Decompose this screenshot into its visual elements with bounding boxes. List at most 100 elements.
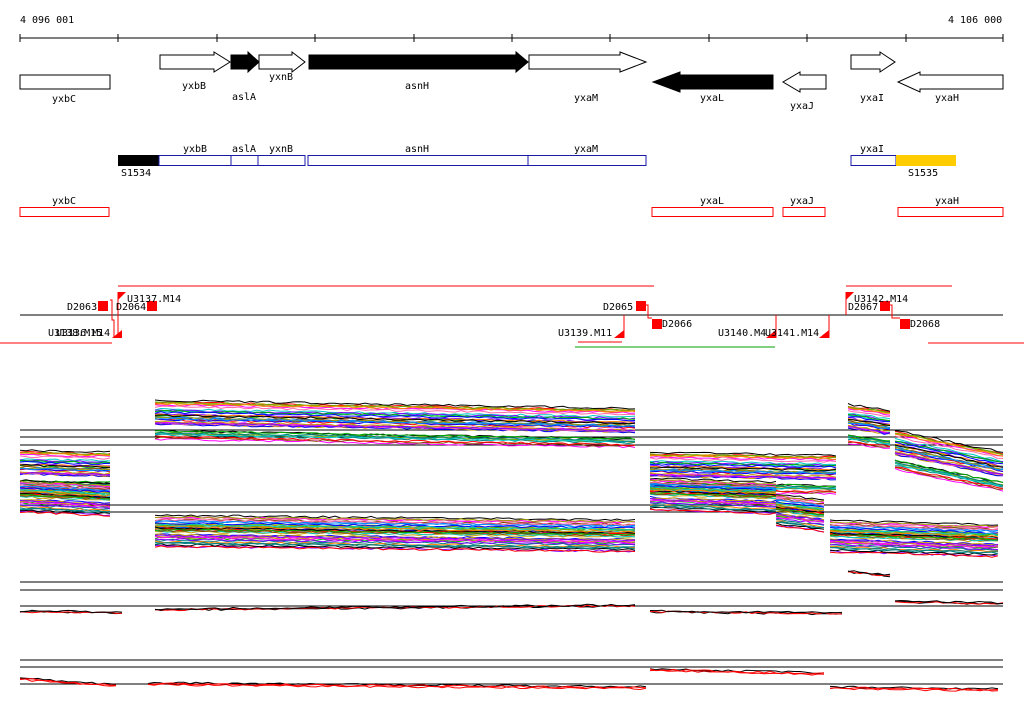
- marker-D2068[interactable]: [900, 319, 910, 329]
- red-unit-yxbC[interactable]: [19, 207, 110, 217]
- gene-aslA[interactable]: aslA: [230, 50, 260, 103]
- marker-D2064[interactable]: [147, 301, 157, 311]
- expression-trace: [829, 538, 999, 546]
- expression-trace: [154, 409, 636, 420]
- expression-trace: [847, 440, 891, 448]
- expression-trace: [19, 500, 111, 505]
- feature-label: D2064: [116, 302, 146, 313]
- expression-trace: [829, 535, 999, 543]
- expression-trace: [154, 431, 636, 442]
- expression-trace: [147, 683, 647, 691]
- expression-trace: [154, 405, 636, 416]
- unit-yxbB[interactable]: [158, 155, 232, 166]
- expression-trace: [154, 541, 636, 549]
- flag-U3137[interactable]: [118, 292, 126, 300]
- expression-trace: [649, 669, 825, 676]
- expression-trace: [649, 477, 777, 484]
- unit-S1535-block[interactable]: [896, 155, 956, 166]
- coord-start: 4 096 001: [20, 15, 74, 26]
- gene-yxaL[interactable]: yxaL: [651, 71, 774, 104]
- expression-trace: [649, 456, 837, 461]
- expression-trace: [894, 452, 1004, 476]
- gene-yxaH[interactable]: yxaH: [896, 71, 1004, 104]
- expression-trace: [775, 507, 825, 516]
- expression-trace: [830, 545, 999, 552]
- expression-trace: [829, 524, 999, 531]
- expression-trace: [19, 479, 111, 485]
- expression-trace: [649, 460, 837, 466]
- expression-trace: [829, 530, 999, 538]
- expression-panel-3: [19, 570, 1004, 616]
- expression-trace: [847, 570, 891, 576]
- marker-D2066[interactable]: [652, 319, 662, 329]
- marker-D2065[interactable]: [636, 301, 646, 311]
- flag-U3140[interactable]: [766, 330, 776, 338]
- expression-trace: [154, 433, 636, 443]
- expression-trace: [19, 464, 111, 469]
- unit-yxaM[interactable]: [527, 155, 647, 166]
- expression-trace: [847, 414, 891, 422]
- flag-U3142[interactable]: [846, 292, 854, 300]
- unit-label: yxaM: [574, 144, 598, 155]
- feature-label: U3137.M14: [127, 294, 181, 305]
- unit-yxaI[interactable]: [850, 155, 897, 166]
- unit-S1534-label: S1534: [121, 168, 151, 179]
- expression-trace: [847, 424, 891, 432]
- expression-trace: [19, 509, 111, 515]
- expression-trace: [829, 546, 999, 554]
- unit-aslA[interactable]: [230, 155, 259, 166]
- gene-yxaJ[interactable]: yxaJ: [782, 71, 827, 112]
- expression-trace: [775, 522, 825, 530]
- expression-trace: [19, 495, 111, 501]
- expression-trace: [649, 504, 777, 511]
- expression-trace: [19, 481, 111, 488]
- expression-trace: [649, 466, 837, 472]
- expression-trace: [19, 453, 111, 458]
- expression-trace: [154, 536, 635, 544]
- expression-trace: [649, 454, 837, 460]
- unit-S1534-block[interactable]: [118, 155, 159, 166]
- expression-trace: [19, 678, 116, 686]
- unit-S1535-label: S1535: [908, 168, 938, 179]
- gene-yxbB[interactable]: yxbB: [159, 51, 231, 92]
- gene-yxaI[interactable]: yxaI: [850, 51, 896, 104]
- unit-yxnB[interactable]: [257, 155, 306, 166]
- expression-trace: [19, 449, 111, 453]
- expression-panel-1: [19, 399, 1004, 495]
- unit-asnH[interactable]: [307, 155, 529, 166]
- flag-U3139[interactable]: [614, 330, 624, 338]
- expression-trace: [19, 472, 111, 476]
- red-unit-yxaJ[interactable]: [782, 207, 826, 217]
- red-unit-yxaH[interactable]: [897, 207, 1004, 217]
- expression-trace: [649, 479, 777, 485]
- red-unit-yxaL[interactable]: [651, 207, 774, 217]
- expression-trace: [847, 434, 891, 442]
- expression-trace: [649, 481, 777, 488]
- expression-trace: [649, 499, 776, 506]
- marker-D2067[interactable]: [880, 301, 890, 311]
- expression-trace: [649, 457, 837, 463]
- expression-trace: [894, 444, 1004, 468]
- expression-trace: [19, 467, 111, 472]
- expression-trace: [829, 543, 999, 551]
- gene-yxnB[interactable]: yxnB: [258, 50, 306, 83]
- expression-trace: [19, 452, 111, 457]
- svg-text:yxaL: yxaL: [700, 93, 724, 104]
- expression-trace: [894, 468, 1004, 492]
- gene-yxbC[interactable]: yxbC: [19, 74, 111, 105]
- expression-trace: [649, 497, 777, 503]
- expression-trace: [154, 525, 636, 534]
- expression-panel-2: [19, 477, 1003, 558]
- expression-trace: [154, 538, 636, 546]
- expression-trace: [829, 535, 998, 542]
- expression-trace: [847, 437, 891, 445]
- gene-asnH[interactable]: asnH: [308, 50, 529, 92]
- gene-yxaM[interactable]: yxaM: [528, 51, 648, 104]
- flag-U3141[interactable]: [819, 330, 829, 338]
- marker-D2063[interactable]: [98, 301, 108, 311]
- expression-trace: [847, 413, 891, 420]
- expression-trace: [20, 489, 111, 495]
- expression-trace: [154, 420, 636, 431]
- gene-track: yxbC yxbB aslA yxnB asnH yxaM yxaL yxaJ: [19, 50, 1004, 112]
